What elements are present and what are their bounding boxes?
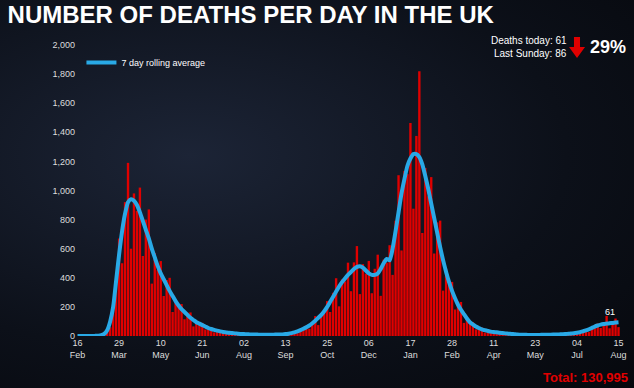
svg-text:Deaths today: 61: Deaths today: 61	[491, 35, 567, 46]
svg-text:61: 61	[605, 307, 615, 317]
svg-text:1,000: 1,000	[52, 186, 75, 196]
svg-text:28Feb: 28Feb	[444, 338, 460, 360]
svg-text:25Oct: 25Oct	[320, 338, 335, 360]
svg-text:23May: 23May	[527, 338, 545, 360]
svg-text:13Sep: 13Sep	[278, 338, 294, 360]
svg-text:Last Sunday: 86: Last Sunday: 86	[494, 48, 567, 59]
svg-text:17Jan: 17Jan	[403, 338, 418, 360]
svg-text:2,000: 2,000	[52, 40, 75, 50]
svg-text:800: 800	[60, 215, 75, 225]
svg-text:06Dec: 06Dec	[361, 338, 378, 360]
svg-text:1,600: 1,600	[52, 98, 75, 108]
svg-text:02Aug: 02Aug	[236, 338, 252, 360]
svg-text:1,200: 1,200	[52, 157, 75, 167]
svg-text:29%: 29%	[590, 37, 626, 57]
svg-text:0: 0	[70, 331, 75, 341]
svg-text:10May: 10May	[152, 338, 170, 360]
svg-text:1,800: 1,800	[52, 69, 75, 79]
svg-text:Total: 130,995: Total: 130,995	[543, 370, 628, 385]
svg-text:16Feb: 16Feb	[70, 338, 86, 360]
svg-text:600: 600	[60, 244, 75, 254]
svg-text:400: 400	[60, 273, 75, 283]
svg-text:21Jun: 21Jun	[195, 338, 210, 360]
svg-text:200: 200	[60, 302, 75, 312]
svg-text:29Mar: 29Mar	[111, 338, 127, 360]
svg-text:15Aug: 15Aug	[611, 338, 627, 360]
svg-text:11Apr: 11Apr	[487, 338, 501, 360]
svg-text:04Jul: 04Jul	[571, 338, 583, 360]
svg-text:7 day rolling average: 7 day rolling average	[121, 58, 205, 68]
svg-text:1,400: 1,400	[52, 127, 75, 137]
svg-text:NUMBER OF DEATHS PER DAY IN TH: NUMBER OF DEATHS PER DAY IN THE UK	[8, 1, 495, 28]
